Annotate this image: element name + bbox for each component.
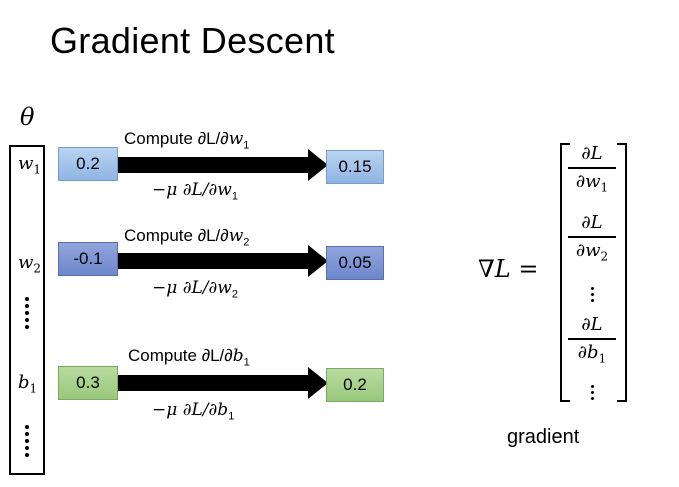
gradient-right-bracket	[617, 143, 627, 402]
gradient-entry-b1: ∂L ∂b1	[564, 314, 620, 369]
gradient-vdots-2	[589, 385, 595, 403]
page-title: Gradient Descent	[50, 20, 335, 61]
gradient-entry-w1: ∂L ∂w1	[564, 143, 620, 198]
b1-new-value-box: 0.2	[326, 368, 384, 402]
theta-symbol: θ	[20, 103, 35, 131]
parameter-vector	[9, 145, 45, 475]
b1-update-arrow	[118, 367, 328, 399]
w2-compute-label: Compute ∂L/∂w2	[124, 226, 250, 249]
param-label-b1: b1	[18, 372, 38, 396]
b1-compute-label: Compute ∂L/∂b1	[128, 346, 250, 369]
gradient-vdots-1	[589, 287, 595, 305]
param-vdots-1	[24, 297, 30, 332]
gradient-symbol: ∇L =	[478, 255, 539, 283]
param-label-w2: w2	[18, 252, 42, 276]
w2-update-arrow	[118, 245, 328, 277]
w1-update-arrow	[118, 149, 328, 181]
w1-value-box: 0.2	[58, 147, 118, 181]
w2-update-label: −μ ∂L/∂w2	[152, 278, 238, 301]
w2-value-box: -0.1	[58, 242, 118, 276]
b1-value-box: 0.3	[58, 366, 118, 400]
w1-new-value-box: 0.15	[326, 150, 384, 184]
gradient-left-bracket	[560, 143, 570, 402]
b1-update-label: −μ ∂L/∂b1	[152, 400, 235, 423]
param-vdots-2	[24, 425, 30, 460]
param-label-w1: w1	[18, 153, 42, 177]
w1-compute-label: Compute ∂L/∂w1	[124, 129, 250, 152]
gradient-caption: gradient	[507, 426, 580, 448]
w1-update-label: −μ ∂L/∂w1	[152, 180, 238, 203]
w2-new-value-box: 0.05	[326, 246, 384, 280]
gradient-entry-w2: ∂L ∂w2	[564, 212, 620, 267]
